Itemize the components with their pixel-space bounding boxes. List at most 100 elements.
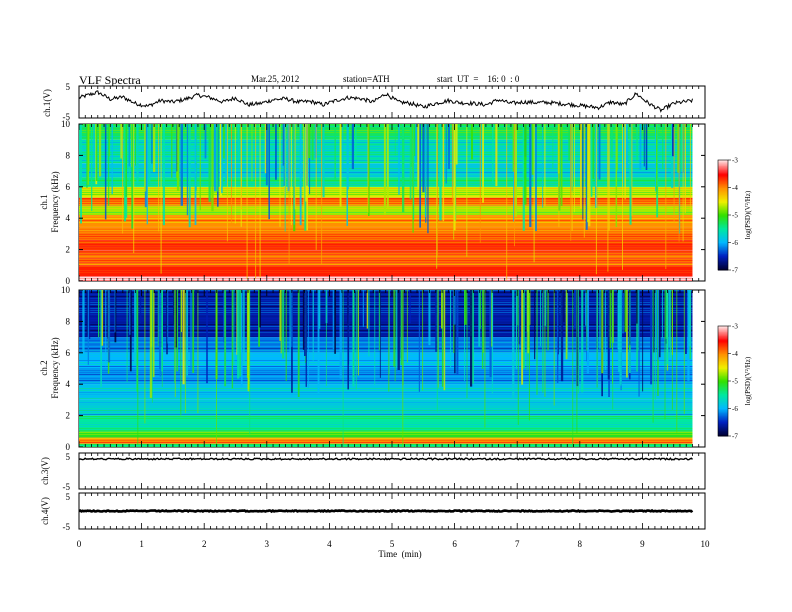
spectrogram-streak [243,290,245,366]
spectrogram-row [79,388,693,389]
ch2-spectrogram [79,290,693,447]
colorbar-cell [718,407,728,410]
colorbar-cell [718,334,728,337]
spectrogram-sferic [160,124,162,274]
colorbar-cell [718,372,728,375]
spectrogram-sferic [665,124,667,270]
spectrogram-streak [657,290,660,360]
x-tick-label: 6 [452,539,457,549]
spectrogram-streak [162,124,165,226]
spectrogram-streak [237,124,240,161]
spectrogram-row [79,236,693,237]
spectrogram-streak [378,290,381,351]
spectrogram-streak [623,290,625,322]
spectrogram-row [79,232,693,233]
y-tick-label: 0 [66,442,71,452]
spectrogram-streak [604,290,606,370]
colorbar-cell [718,263,728,266]
spectrogram-streak [447,124,450,169]
spectrogram-streak [629,290,631,346]
spectrogram-streak [251,124,253,182]
spectrogram-streak [645,124,648,170]
spectrogram-streak [334,124,336,180]
colorbar-cell [718,368,728,371]
spectrogram-sferic [466,124,468,257]
spectrogram-sferic [325,290,327,386]
spectrogram-streak [624,290,627,332]
colorbar-cell [718,243,728,246]
start-time-label: start UT = 16: 0 : 0 [437,74,520,84]
spectrogram-streak [166,290,168,355]
colorbar-cell [718,224,728,227]
colorbar-tick-label: -7 [732,433,738,441]
spectrogram-streak [563,290,565,322]
colorbar-cell [718,426,728,429]
spectrogram-streak [453,124,456,231]
colorbar-cell [718,173,728,176]
spectrogram-streak [186,124,189,216]
spectrogram-streak [470,290,473,387]
spectrogram-row [79,254,693,255]
colorbar-cell [718,375,728,378]
spectrogram-streak [87,124,90,172]
colorbar-cell [718,346,728,349]
colorbar-cell [718,431,728,434]
ch2-spectrogram-yticks: 0 2 4 6 8 10 [61,285,705,452]
colorbar-cell [718,228,728,231]
spectrogram-streak [290,290,293,348]
spectrogram-sferic [570,124,572,241]
spectrogram-streak [176,124,180,191]
colorbar-cell [718,210,728,213]
spectrogram-sferic [290,124,292,226]
colorbar-cell [718,360,728,363]
spectrogram-sferic [246,124,248,280]
spectrogram-streak [636,290,638,324]
colorbar-cell [718,217,728,220]
colorbar-cell [718,400,728,403]
spectrogram-sferic [436,124,438,269]
spectrogram-streak [585,290,587,326]
colorbar-cell [718,265,728,268]
spectrogram-row [79,414,693,415]
spectrogram-streak [293,124,295,225]
spectrogram-streak [304,124,307,231]
spectrogram-sferic [144,290,146,424]
colorbar-cell [718,191,728,194]
y-tick-label: 10 [61,119,71,129]
spectrogram-sferic [234,124,236,224]
spectrogram-streak [125,124,127,197]
colorbar-cell [718,342,728,345]
spectrogram-streak [224,290,227,387]
spectrogram-sferic [578,290,579,394]
spectrogram-streak [650,290,653,385]
spectrogram-streak [347,124,349,190]
colorbar-cell [718,359,728,361]
spectrogram-sferic [216,290,217,447]
spectrogram-streak [442,124,445,222]
spectrogram-streak [419,124,421,228]
spectrogram-row [79,274,693,275]
spectrogram-row [79,410,693,411]
colorbar-cell [718,195,728,198]
colorbar-cell [718,434,728,437]
spectrogram-streak [535,124,537,232]
spectrogram-streak [656,124,658,195]
spectrogram-row [79,306,693,307]
spectrogram-sferic [678,124,680,242]
spectrogram-sferic [249,290,251,435]
spectrogram-streak [186,290,188,376]
spectrogram-streak [80,124,82,224]
colorbar-tick-label: -3 [732,323,738,331]
spectrogram-streak [636,290,638,372]
spectrogram-sferic [506,124,508,280]
spectrogram-streak [312,290,314,361]
spectrogram-sferic [126,290,128,382]
spectrogram-sferic [451,124,453,203]
spectrogram-row [79,250,693,251]
colorbar-cell [718,327,728,330]
spectrogram-row [79,312,693,313]
spectrogram-streak [332,290,335,350]
spectrogram-streak [522,124,525,231]
spectrogram-streak [456,290,459,375]
colorbar-cell [718,201,728,204]
